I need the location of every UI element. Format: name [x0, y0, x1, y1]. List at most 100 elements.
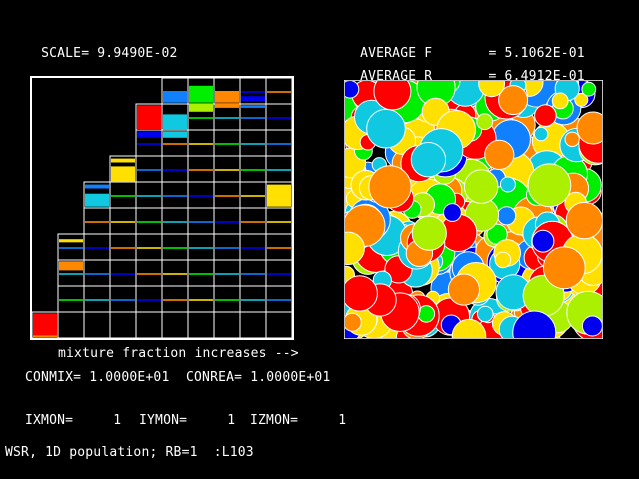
cell-line-mark: [215, 117, 239, 119]
particle: [542, 246, 586, 290]
grid-cell: [213, 311, 241, 339]
grid-bar: [267, 184, 291, 207]
grid-cell: [265, 311, 293, 339]
conmix-readout: CONMIX= 1.0000E+01: [25, 370, 170, 385]
grid-cell: [161, 311, 189, 339]
particle: [565, 201, 602, 240]
particle: [451, 318, 487, 338]
cell-line-mark: [215, 299, 239, 301]
particle: [498, 85, 529, 116]
grid-bar: [111, 166, 135, 182]
cell-line-mark: [163, 143, 187, 145]
cell-line-mark: [189, 221, 213, 223]
cell-line-mark: [137, 169, 161, 171]
cell-line-mark: [111, 273, 135, 275]
particle: [463, 169, 499, 204]
grid-cell: [239, 311, 267, 339]
cell-line-mark: [163, 247, 187, 249]
cell-line-mark: [137, 221, 161, 223]
cell-line-mark: [59, 299, 83, 301]
grid-bar: [59, 261, 83, 271]
grid-bar: [137, 105, 161, 130]
particle: [476, 305, 494, 323]
cell-line-mark: [163, 221, 187, 223]
grid-bar: [33, 335, 57, 338]
particle: [476, 113, 494, 131]
cell-line-mark: [215, 273, 239, 275]
grid-bar: [33, 313, 57, 338]
cell-line-mark: [85, 247, 109, 249]
grid-bar: [85, 184, 109, 189]
cell-line-mark: [241, 221, 265, 223]
particle: [576, 111, 602, 145]
cell-line-mark: [163, 273, 187, 275]
cell-line-mark: [267, 91, 291, 93]
grid-bar: [137, 131, 161, 138]
particle: [368, 165, 412, 209]
particle: [527, 163, 572, 208]
particle: [373, 81, 412, 111]
grid-bar: [85, 193, 109, 207]
cell-line-mark: [215, 169, 239, 171]
grid-bar: [59, 239, 83, 243]
cell-line-mark: [111, 299, 135, 301]
grid-bar: [241, 105, 265, 108]
cell-line-mark: [111, 221, 135, 223]
grid-cell: [187, 311, 215, 339]
particle: [581, 81, 597, 97]
grid-bar: [163, 131, 187, 138]
cell-line-mark: [267, 143, 291, 145]
particle: [574, 92, 589, 107]
particle: [497, 206, 517, 226]
cell-line-mark: [59, 273, 83, 275]
scale-label: SCALE=: [41, 46, 90, 61]
cell-line-mark: [111, 247, 135, 249]
cell-line-mark: [241, 273, 265, 275]
cell-line-mark: [241, 299, 265, 301]
bubble-group: [345, 81, 602, 338]
cell-line-mark: [189, 247, 213, 249]
particle: [531, 229, 555, 253]
cell-line-mark: [189, 299, 213, 301]
grid-bar: [241, 96, 265, 102]
grid-bar: [189, 104, 213, 112]
particle: [494, 251, 512, 269]
grid-cell: [83, 311, 111, 339]
cell-line-mark: [163, 169, 187, 171]
cell-line-mark: [189, 195, 213, 197]
scale-value: 9.9490E-02: [97, 46, 178, 61]
cell-line-mark: [189, 169, 213, 171]
particle: [512, 310, 557, 338]
average-f-value: = 5.1062E-01: [488, 46, 585, 61]
cell-line-mark: [241, 117, 265, 119]
cell-line-mark: [267, 273, 291, 275]
cell-line-mark: [137, 299, 161, 301]
cell-line-mark: [215, 195, 239, 197]
particle: [345, 275, 378, 312]
cell-line-mark: [59, 247, 83, 249]
grid-cell: [265, 77, 293, 105]
particle: [478, 81, 505, 98]
grid-cell: [57, 311, 85, 339]
particle: [345, 81, 360, 99]
cell-line-mark: [189, 143, 213, 145]
cell-line-mark: [241, 247, 265, 249]
average-f-readout: AVERAGE F = 5.1062E-01: [344, 30, 585, 62]
grid-bar: [163, 91, 187, 103]
particle: [534, 104, 557, 127]
cell-line-mark: [267, 221, 291, 223]
mixture-fraction-grid: [30, 76, 294, 340]
cell-line-mark: [241, 195, 265, 197]
cell-line-mark: [137, 143, 161, 145]
grid-cell: [135, 311, 163, 339]
particle: [447, 273, 481, 306]
cell-line-mark: [241, 143, 265, 145]
grid-cell: [109, 311, 137, 339]
cell-line-mark: [215, 221, 239, 223]
cell-line-mark: [85, 299, 109, 301]
particle: [551, 92, 569, 110]
status-line: WSR, 1D population; RB=1 :L103: [5, 445, 254, 460]
cell-line-mark: [267, 169, 291, 171]
scale-readout: SCALE= 9.9490E-02: [25, 30, 178, 62]
grid-bar: [111, 158, 135, 163]
